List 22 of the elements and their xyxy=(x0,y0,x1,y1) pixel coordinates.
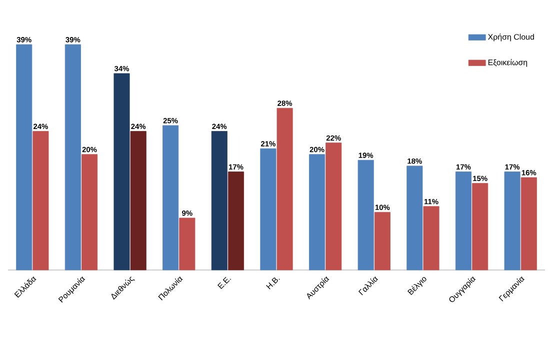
bar xyxy=(406,166,423,270)
bar xyxy=(114,73,130,270)
bar xyxy=(260,148,276,270)
bar xyxy=(228,172,244,270)
bar xyxy=(162,125,179,270)
bar xyxy=(309,154,326,270)
bar xyxy=(520,177,537,270)
bar xyxy=(32,131,49,270)
bar xyxy=(455,172,472,270)
bar xyxy=(276,108,293,270)
bar xyxy=(504,172,520,270)
bar xyxy=(130,131,146,270)
bar xyxy=(472,183,488,270)
bar xyxy=(82,154,98,270)
bar xyxy=(64,44,81,270)
bar xyxy=(326,142,342,270)
bar xyxy=(211,131,228,270)
bar xyxy=(358,160,374,270)
bar xyxy=(374,212,390,270)
bar xyxy=(16,44,32,270)
bar xyxy=(179,218,196,270)
bar xyxy=(423,206,440,270)
